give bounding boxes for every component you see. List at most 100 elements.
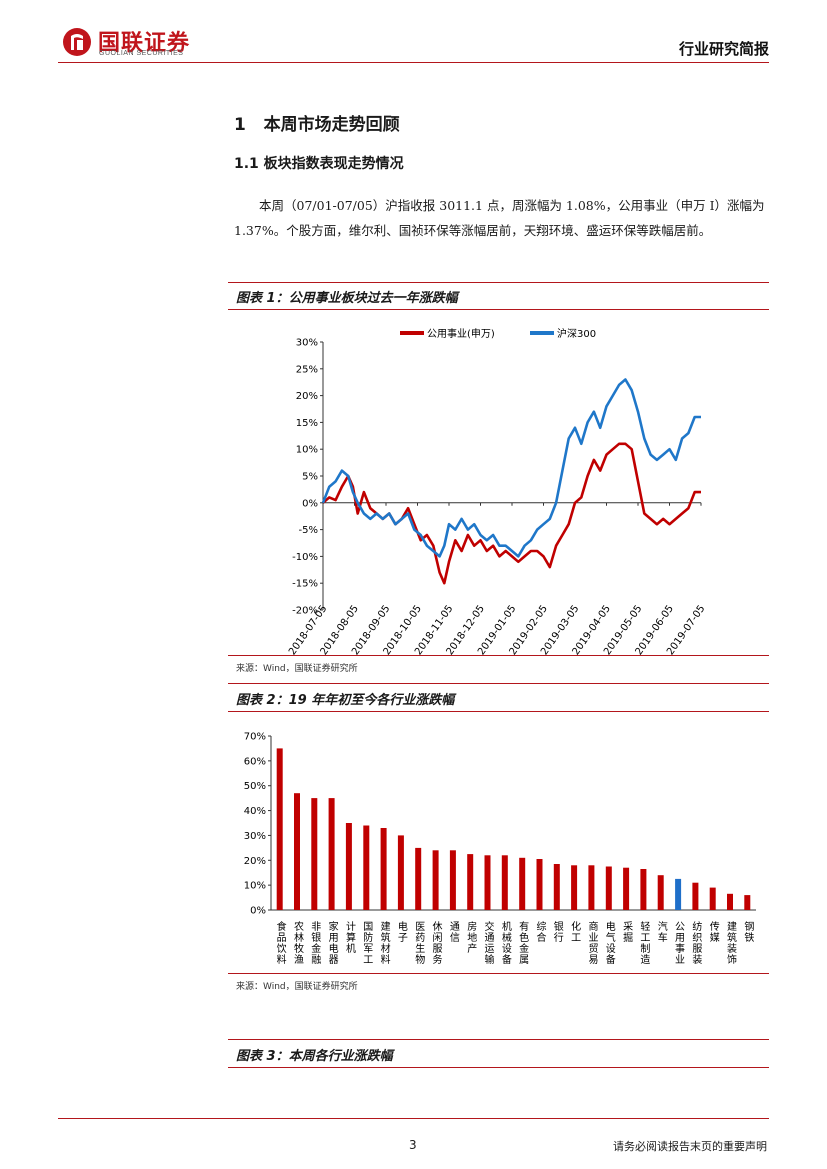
- x-category-label: 化工: [569, 920, 581, 943]
- y-tick-label: 25%: [296, 364, 318, 375]
- bar: [484, 855, 491, 910]
- figure2-title-rule: [228, 711, 769, 712]
- figure3-top-rule: [228, 1039, 769, 1040]
- figure3-title: 图表 3：本周各行业涨跌幅: [236, 1049, 393, 1064]
- report-type: 行业研究简报: [678, 40, 769, 58]
- x-category-label: 建筑装饰: [725, 920, 737, 965]
- bar: [328, 798, 335, 910]
- x-category-label: 农林牧渔: [291, 920, 303, 965]
- x-category-label: 纺织服装: [690, 920, 702, 965]
- bar: [709, 887, 716, 910]
- bar: [727, 893, 733, 910]
- figure2-bar-chart: 70% 60% 50% 40% 30% 20% 10% 0% 食品饮料 农林牧渔 非银金融 家用电器…: [244, 732, 756, 965]
- bar: [311, 798, 318, 910]
- x-category-label: 综合: [534, 920, 546, 943]
- x-category-label: 电子: [395, 920, 407, 943]
- figure1-top-rule: [228, 282, 769, 283]
- x-category-label: 机械设备: [499, 920, 511, 965]
- figure2-source: 来源：Wind，国联证券研究所: [236, 982, 358, 992]
- y-tick-label: 30%: [296, 338, 318, 349]
- logo-icon: [62, 27, 92, 57]
- series-line-utilities: [322, 442, 701, 585]
- bar: [536, 859, 543, 910]
- x-category-label: 商业贸易: [586, 920, 598, 965]
- x-category-label: 医药生物: [413, 921, 425, 965]
- bar: [432, 850, 439, 910]
- y-tick-label: 10%: [244, 881, 266, 892]
- figure1-title: 图表 1：公用事业板块过去一年涨跌幅: [236, 291, 458, 306]
- bar: [449, 850, 456, 910]
- bar: [571, 865, 578, 910]
- x-category-label: 传媒: [707, 921, 719, 943]
- bar: [276, 748, 283, 910]
- x-category-label: 公用事业: [673, 921, 685, 965]
- x-category-label: 计算机: [343, 920, 355, 954]
- y-tick-label: 15%: [296, 418, 318, 429]
- figure1-line-chart: 公用事业(申万) 沪深300 30% 25% 20% 15% 10% 5% 0% -5% -10…: [287, 327, 707, 655]
- x-category-label: 家用电器: [326, 920, 338, 965]
- x-category-label: 钢铁: [742, 920, 754, 943]
- bar: [397, 835, 404, 910]
- y-tick-label: 40%: [244, 806, 266, 817]
- y-tick-label: 10%: [296, 445, 318, 456]
- y-tick-label: 50%: [244, 781, 266, 792]
- y-tick-label: 60%: [244, 756, 266, 767]
- bar: [363, 825, 370, 910]
- page-number: 3: [409, 1138, 417, 1152]
- y-tick-label: -5%: [299, 525, 318, 536]
- bar: [501, 855, 508, 910]
- x-category-label: 采掘: [621, 921, 633, 943]
- bar: [657, 875, 664, 910]
- figure2-title: 图表 2：19 年年初至今各行业涨跌幅: [236, 693, 455, 708]
- x-category-label: 食品饮料: [274, 920, 286, 965]
- y-tick-label: -10%: [292, 552, 318, 563]
- summary-paragraph: 本周（07/01-07/05）沪指收报 3011.1 点，周涨幅为 1.08%，…: [234, 198, 765, 238]
- y-tick-label: 5%: [302, 472, 318, 483]
- x-category-label: 非银金融: [309, 921, 321, 965]
- y-tick-label: 20%: [296, 391, 318, 402]
- footer-disclaimer: 请务必阅读报告末页的重要声明: [613, 1140, 767, 1153]
- bar: [675, 878, 682, 910]
- figure1-source: 来源：Wind，国联证券研究所: [236, 664, 358, 674]
- x-category-label: 轻工制造: [638, 920, 650, 965]
- bar: [640, 869, 647, 910]
- bar: [519, 857, 526, 910]
- header-divider: [58, 62, 769, 63]
- x-category-label: 有色金属: [517, 920, 529, 965]
- legend-label-csi300: 沪深300: [557, 327, 596, 340]
- x-category-label: 建筑材料: [378, 920, 390, 965]
- x-category-label: 国防军工: [361, 921, 373, 965]
- figure1-title-rule: [228, 309, 769, 310]
- bar: [415, 847, 422, 910]
- x-category-label: 休闲服务: [430, 921, 442, 965]
- y-tick-label: -15%: [292, 579, 318, 590]
- section-heading: 1 本周市场走势回顾: [234, 115, 400, 135]
- bar: [294, 793, 300, 910]
- bar: [588, 865, 595, 910]
- legend-label-utilities: 公用事业(申万): [427, 327, 495, 340]
- y-tick-label: 0%: [302, 498, 318, 509]
- bar: [553, 864, 560, 910]
- y-tick-label: -20%: [292, 606, 318, 617]
- figure2-top-rule: [228, 683, 769, 684]
- bar: [605, 866, 612, 910]
- x-category-label: 通信: [447, 921, 459, 943]
- x-category-label: 房地产: [465, 920, 477, 954]
- bar: [623, 867, 630, 910]
- logo-text-cn: 国联证券: [98, 31, 191, 56]
- logo-text-en: GUOLIAN SECURITIES: [99, 50, 184, 57]
- y-tick-label: 20%: [244, 856, 266, 867]
- series-line-csi300: [321, 378, 701, 558]
- y-tick-label: 70%: [244, 732, 266, 743]
- figure3-title-rule: [228, 1067, 769, 1068]
- figure1-bottom-rule: [228, 655, 769, 656]
- footer-divider: [58, 1118, 769, 1119]
- x-category-label: 汽车: [655, 920, 667, 943]
- x-category-label: 交通运输: [482, 920, 494, 965]
- bar: [380, 828, 387, 910]
- y-tick-label: 30%: [244, 831, 266, 842]
- x-category-label: 电气设备: [603, 920, 615, 965]
- subsection-heading: 1.1 板块指数表现走势情况: [234, 156, 404, 172]
- x-category-label: 银行: [551, 920, 563, 943]
- figure2-bottom-rule: [228, 973, 769, 974]
